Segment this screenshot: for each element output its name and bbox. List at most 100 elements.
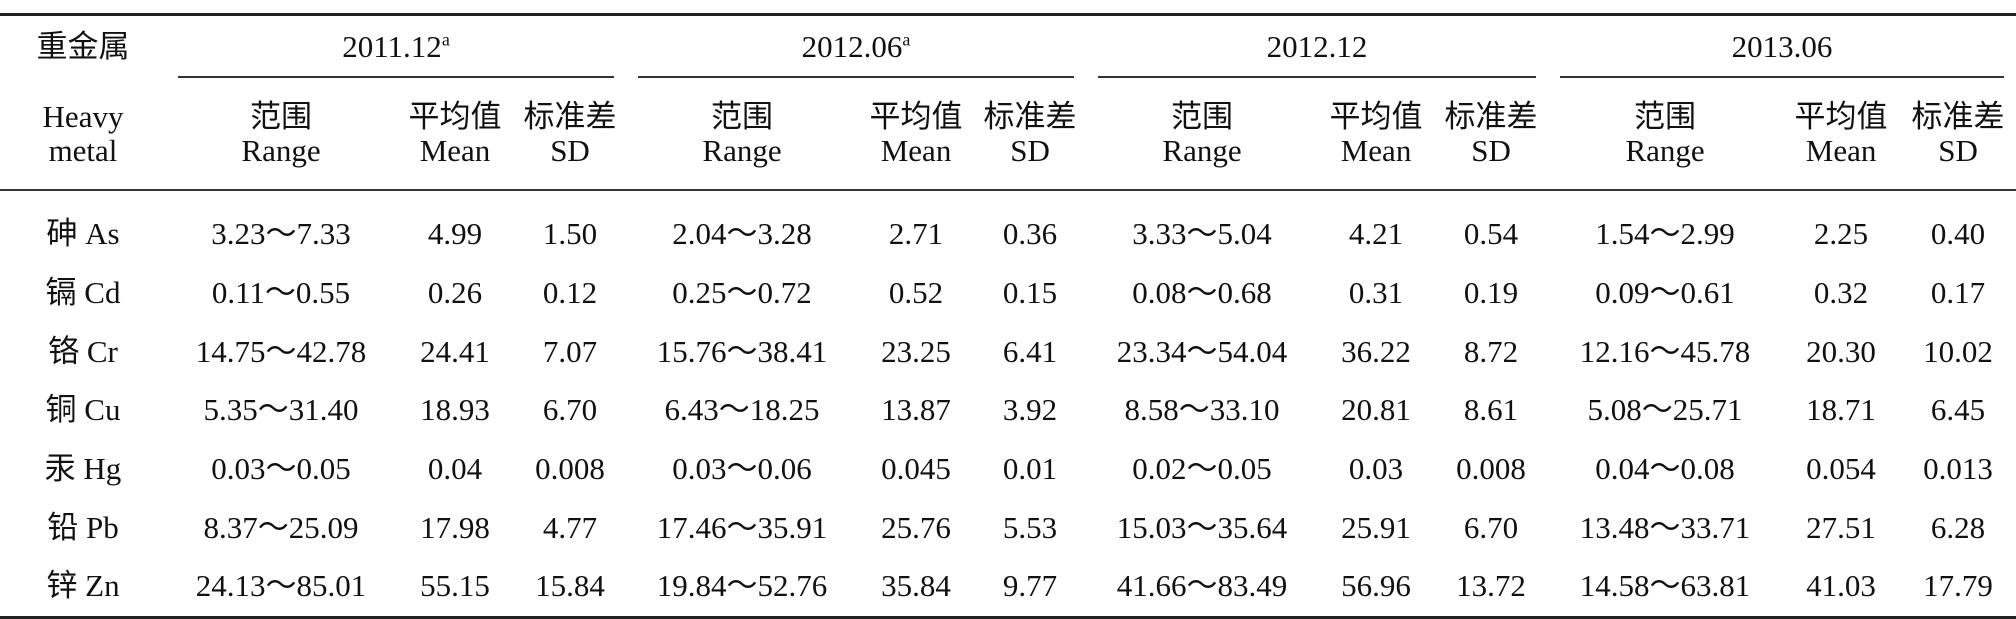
range-value-cell: 3.23～7.33 xyxy=(211,216,351,252)
range-value-cell: 2.04～3.28 xyxy=(672,216,812,252)
group-underline xyxy=(638,76,1075,78)
range-value-cell: 14.75～42.78 xyxy=(195,333,367,369)
mean-value-cell: 0.03 xyxy=(1348,451,1404,487)
metal-name-cell: 锌 Zn xyxy=(0,557,166,619)
range-value-cell: 5.08～25.71 xyxy=(1587,392,1743,428)
range-value-cell: 13.48～33.71 xyxy=(1579,509,1751,545)
sd-value-cell: 0.40 xyxy=(1930,216,1986,252)
sd-value-cell: 0.008 xyxy=(1456,451,1526,487)
range-value-cell: 17.46～35.91 xyxy=(656,509,828,545)
mean-value-cell: 2.71 xyxy=(888,216,944,252)
range-cn-header: 范围 xyxy=(711,98,774,134)
mean-en-header: Mean xyxy=(396,133,514,191)
mean-value-cell: 25.76 xyxy=(881,509,951,545)
sd-value-cell: 0.17 xyxy=(1930,274,1986,310)
mean-value-cell: 0.52 xyxy=(888,274,944,310)
sd-value-cell: 8.61 xyxy=(1463,392,1519,428)
table-row: 铅 Pb 8.37～25.09 17.98 4.77 17.46～35.91 25.76 5… xyxy=(0,498,2016,557)
sd-value-cell: 7.07 xyxy=(542,333,598,369)
mean-value-cell: 2.25 xyxy=(1813,216,1869,252)
metal-name-cell: 铬 Cr xyxy=(48,333,118,369)
sd-en-header: SD xyxy=(1900,133,2016,191)
sd-en-header: SD xyxy=(974,133,1087,191)
group-underline xyxy=(178,76,615,78)
mean-value-cell: 23.25 xyxy=(881,333,951,369)
sd-cn-header: 标准差 xyxy=(523,98,617,134)
sd-value-cell: 4.77 xyxy=(542,509,598,545)
sd-value-cell: 3.92 xyxy=(1002,392,1058,428)
sd-value-cell: 9.77 xyxy=(974,557,1087,619)
mean-cn-header: 平均值 xyxy=(1329,98,1423,134)
mean-en-header: Mean xyxy=(1782,133,1901,191)
sd-value-cell: 13.72 xyxy=(1434,557,1549,619)
metal-name-cell: 汞 Hg xyxy=(44,451,122,487)
table-row: 砷 As 3.23～7.33 4.99 1.50 2.04～3.28 2.71 0.36 3.… xyxy=(0,205,2016,264)
mean-value-cell: 56.96 xyxy=(1318,557,1435,619)
mean-value-cell: 4.99 xyxy=(427,216,483,252)
sd-value-cell: 6.28 xyxy=(1930,509,1986,545)
range-value-cell: 6.43～18.25 xyxy=(664,392,820,428)
period-label: 2012.12 xyxy=(1266,28,1368,64)
range-value-cell: 8.37～25.09 xyxy=(203,509,359,545)
sd-value-cell: 0.36 xyxy=(1002,216,1058,252)
mean-value-cell: 0.31 xyxy=(1348,274,1404,310)
sd-cn-header: 标准差 xyxy=(1911,98,2005,134)
period-label: 2013.06 xyxy=(1731,28,1833,64)
mean-value-cell: 0.32 xyxy=(1813,274,1869,310)
range-cn-header: 范围 xyxy=(1171,98,1234,134)
range-value-cell: 14.58～63.81 xyxy=(1548,557,1783,619)
range-value-cell: 5.35～31.40 xyxy=(203,392,359,428)
mean-value-cell: 35.84 xyxy=(858,557,975,619)
mean-value-cell: 41.03 xyxy=(1782,557,1901,619)
metal-name-cell: 铅 Pb xyxy=(47,509,119,545)
sd-value-cell: 0.013 xyxy=(1923,451,1993,487)
metal-name-cell: 砷 As xyxy=(46,216,120,252)
range-en-header: Range xyxy=(626,133,859,191)
header-row-sub-cn: Heavy 范围 平均值 标准差 范围 平均值 标准差 范围 平均值 标准差 范… xyxy=(0,78,2016,134)
sd-value-cell: 10.02 xyxy=(1923,333,1993,369)
range-en-header: Range xyxy=(166,133,396,191)
range-value-cell: 15.76～38.41 xyxy=(656,333,828,369)
range-value-cell: 0.08～0.68 xyxy=(1132,274,1272,310)
period-header-2012-06: 2012.06a xyxy=(626,13,1087,78)
mean-value-cell: 0.045 xyxy=(881,451,951,487)
heavy-metal-en-header-2: metal xyxy=(0,133,166,191)
mean-value-cell: 25.91 xyxy=(1341,509,1411,545)
sd-value-cell: 17.79 xyxy=(1900,557,2016,619)
table-row: 铬 Cr 14.75～42.78 24.41 7.07 15.76～38.41 23.25… xyxy=(0,322,2016,381)
sd-value-cell: 15.84 xyxy=(514,557,627,619)
sd-value-cell: 6.41 xyxy=(1002,333,1058,369)
range-value-cell: 24.13～85.01 xyxy=(166,557,396,619)
mean-value-cell: 20.81 xyxy=(1341,392,1411,428)
sd-cn-header: 标准差 xyxy=(983,98,1077,134)
sd-value-cell: 0.19 xyxy=(1463,274,1519,310)
period-label: 2012.06 xyxy=(801,28,903,64)
period-sup: a xyxy=(441,29,450,50)
range-value-cell: 15.03～35.64 xyxy=(1116,509,1288,545)
heavy-metal-cn-header: 重金属 xyxy=(0,13,166,78)
header-row-sub-en: metal Range Mean SD Range Mean SD Range … xyxy=(0,133,2016,191)
range-cn-header: 范围 xyxy=(250,98,312,134)
range-value-cell: 0.04～0.08 xyxy=(1595,451,1735,487)
mean-cn-header: 平均值 xyxy=(408,98,502,134)
sd-value-cell: 6.45 xyxy=(1930,392,1986,428)
range-value-cell: 0.11～0.55 xyxy=(211,274,351,310)
range-value-cell: 0.02～0.05 xyxy=(1132,451,1272,487)
mean-value-cell: 18.93 xyxy=(420,392,490,428)
sd-value-cell: 8.72 xyxy=(1463,333,1519,369)
group-underline xyxy=(1560,76,2005,78)
table-row: 镉 Cd 0.11～0.55 0.26 0.12 0.25～0.72 0.52 0.15 0.… xyxy=(0,264,2016,323)
period-label: 2011.12 xyxy=(342,28,442,64)
range-value-cell: 8.58～33.10 xyxy=(1124,392,1280,428)
sd-value-cell: 6.70 xyxy=(542,392,598,428)
sd-en-header: SD xyxy=(514,133,627,191)
mean-value-cell: 0.054 xyxy=(1806,451,1876,487)
mean-value-cell: 13.87 xyxy=(881,392,951,428)
range-value-cell: 41.66～83.49 xyxy=(1086,557,1319,619)
mean-value-cell: 24.41 xyxy=(420,333,490,369)
range-cn-header: 范围 xyxy=(1634,98,1697,134)
range-value-cell: 1.54～2.99 xyxy=(1595,216,1735,252)
mean-value-cell: 0.04 xyxy=(427,451,483,487)
sd-value-cell: 0.54 xyxy=(1463,216,1519,252)
